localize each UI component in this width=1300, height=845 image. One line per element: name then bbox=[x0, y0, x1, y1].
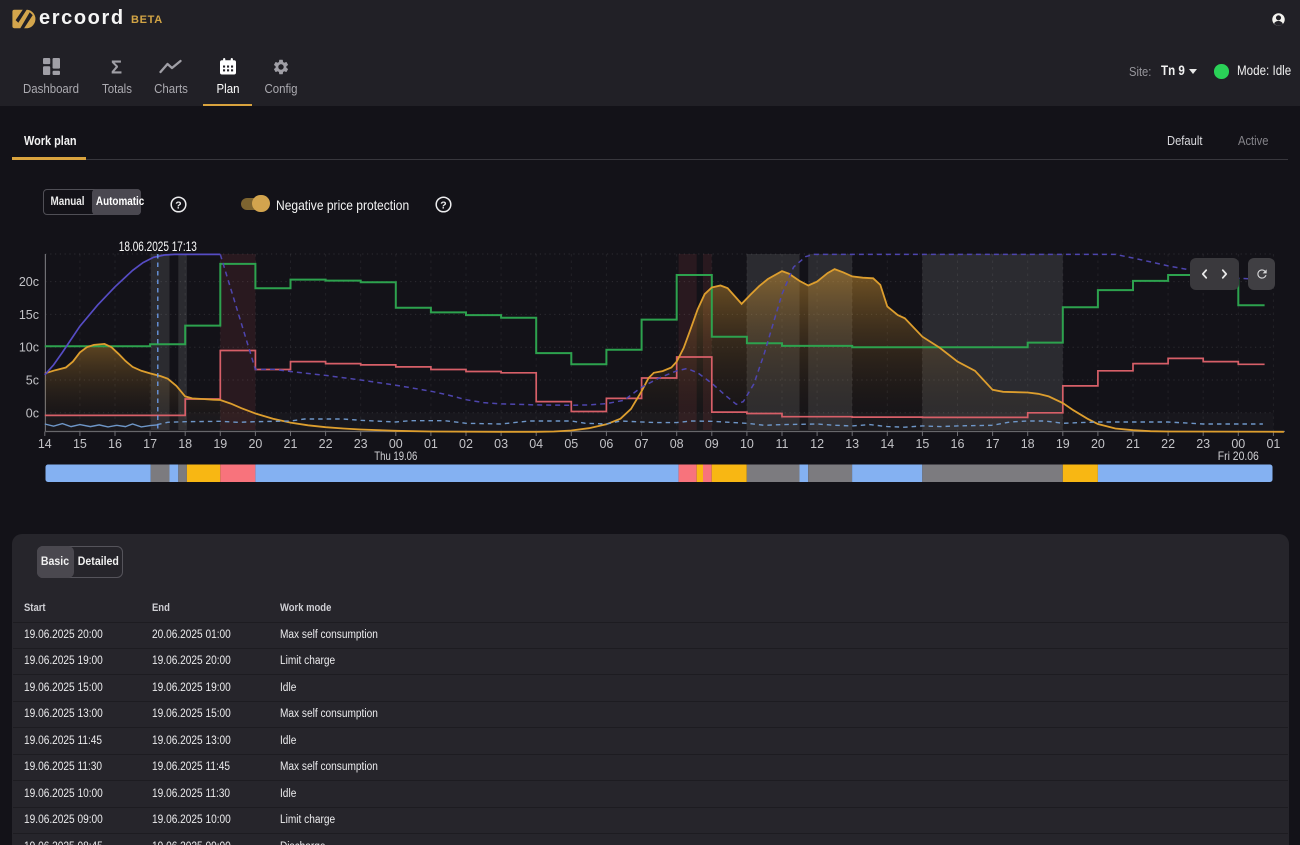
svg-text:05: 05 bbox=[564, 437, 578, 451]
svg-text:16: 16 bbox=[951, 437, 965, 451]
svg-text:00: 00 bbox=[1231, 437, 1245, 451]
svg-text:01: 01 bbox=[1266, 437, 1280, 451]
svg-text:23: 23 bbox=[1196, 437, 1210, 451]
svg-text:Σ: Σ bbox=[111, 58, 122, 75]
svg-text:14: 14 bbox=[38, 437, 52, 451]
svg-text:08: 08 bbox=[670, 437, 684, 451]
svg-text:22: 22 bbox=[319, 437, 333, 451]
svg-text:10: 10 bbox=[740, 437, 754, 451]
svg-text:15: 15 bbox=[915, 437, 929, 451]
svg-text:16: 16 bbox=[108, 437, 122, 451]
svg-text:5c: 5c bbox=[26, 374, 39, 388]
svg-text:12: 12 bbox=[810, 437, 824, 451]
svg-text:09: 09 bbox=[705, 437, 719, 451]
svg-text:22: 22 bbox=[1161, 437, 1175, 451]
svg-text:15c: 15c bbox=[19, 308, 39, 322]
svg-text:20c: 20c bbox=[19, 275, 39, 289]
svg-text:15: 15 bbox=[73, 437, 87, 451]
svg-text:18.06.2025 17:13: 18.06.2025 17:13 bbox=[119, 239, 197, 254]
svg-text:20: 20 bbox=[1091, 437, 1105, 451]
svg-text:19: 19 bbox=[1056, 437, 1070, 451]
svg-text:20: 20 bbox=[248, 437, 262, 451]
svg-text:13: 13 bbox=[845, 437, 859, 451]
svg-text:07: 07 bbox=[635, 437, 649, 451]
svg-text:Fri 20.06: Fri 20.06 bbox=[1218, 449, 1259, 463]
svg-text:Thu 19.06: Thu 19.06 bbox=[374, 449, 417, 463]
svg-text:17: 17 bbox=[986, 437, 1000, 451]
svg-text:00: 00 bbox=[389, 437, 403, 451]
svg-text:21: 21 bbox=[1126, 437, 1140, 451]
svg-text:17: 17 bbox=[143, 437, 157, 451]
svg-text:23: 23 bbox=[354, 437, 368, 451]
svg-text:01: 01 bbox=[424, 437, 438, 451]
svg-text:10c: 10c bbox=[19, 341, 39, 355]
svg-text:18: 18 bbox=[1021, 437, 1035, 451]
svg-text:11: 11 bbox=[776, 437, 789, 451]
svg-text:04: 04 bbox=[529, 437, 543, 451]
svg-text:?: ? bbox=[440, 199, 446, 211]
svg-text:19: 19 bbox=[213, 437, 227, 451]
svg-text:0c: 0c bbox=[26, 406, 39, 420]
svg-text:18: 18 bbox=[178, 437, 192, 451]
svg-text:14: 14 bbox=[880, 437, 894, 451]
svg-text:02: 02 bbox=[459, 437, 473, 451]
svg-text:03: 03 bbox=[494, 437, 508, 451]
svg-text:06: 06 bbox=[599, 437, 613, 451]
svg-text:21: 21 bbox=[284, 437, 298, 451]
svg-text:?: ? bbox=[175, 199, 181, 211]
